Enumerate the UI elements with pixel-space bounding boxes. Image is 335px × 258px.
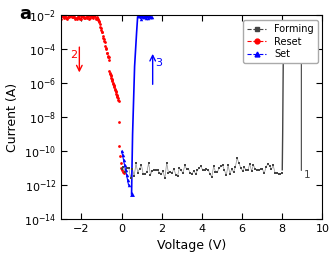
Text: 3: 3 — [155, 58, 162, 68]
Legend: Forming, Reset, Set: Forming, Reset, Set — [243, 20, 318, 63]
Text: 1: 1 — [304, 170, 310, 180]
Text: 2: 2 — [70, 50, 77, 60]
Text: a: a — [19, 5, 31, 23]
Y-axis label: Current (A): Current (A) — [6, 83, 18, 152]
X-axis label: Voltage (V): Voltage (V) — [157, 239, 226, 252]
